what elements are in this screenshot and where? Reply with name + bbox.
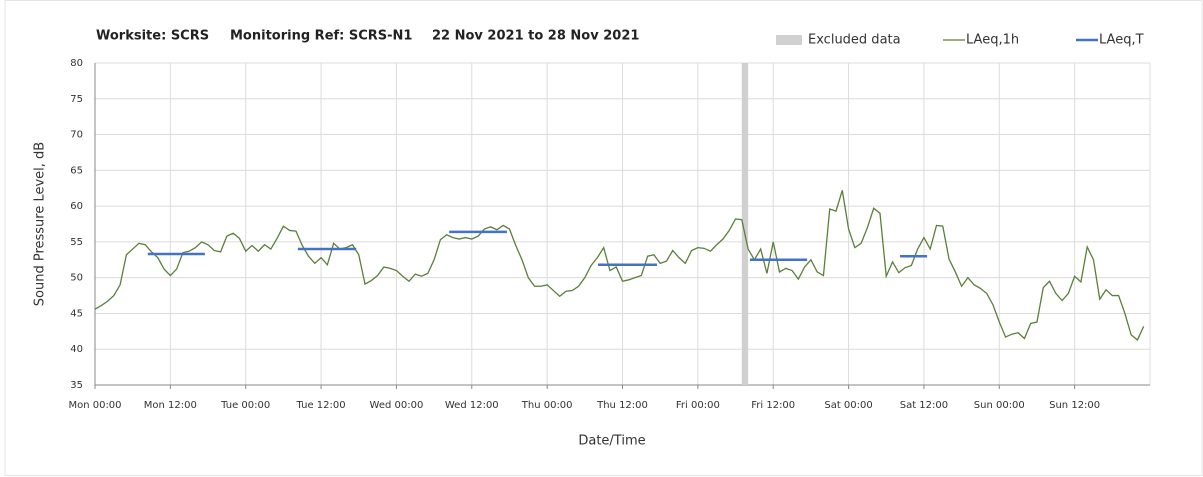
x-tick-label: Thu 00:00 [521, 400, 573, 411]
title-dates: 22 Nov 2021 to 28 Nov 2021 [432, 29, 639, 44]
x-tick-label: Thu 12:00 [596, 400, 648, 411]
x-tick-label: Fri 12:00 [751, 400, 795, 411]
legend-label: LAeq,T [1099, 33, 1144, 48]
y-tick-label: 45 [70, 308, 83, 319]
y-tick-label: 80 [70, 58, 83, 69]
x-tick-label: Tue 12:00 [296, 400, 346, 411]
y-tick-label: 40 [70, 344, 83, 355]
x-tick-label: Mon 00:00 [68, 400, 121, 411]
x-tick-label: Tue 00:00 [220, 400, 270, 411]
y-tick-label: 65 [70, 165, 83, 176]
x-tick-label: Wed 00:00 [370, 400, 424, 411]
x-tick-label: Mon 12:00 [144, 400, 197, 411]
x-tick-label: Sun 00:00 [974, 400, 1025, 411]
legend-swatch [776, 35, 802, 45]
title-worksite: Worksite: SCRS [96, 29, 209, 44]
legend-label: LAeq,1h [966, 33, 1019, 48]
y-tick-label: 60 [70, 201, 83, 212]
x-tick-label: Fri 00:00 [676, 400, 720, 411]
title-ref: Monitoring Ref: SCRS-N1 [230, 29, 412, 44]
y-tick-label: 75 [70, 94, 83, 105]
y-tick-label: 70 [70, 130, 83, 141]
frame [4, 0, 1203, 476]
x-tick-label: Sat 00:00 [824, 400, 872, 411]
y-tick-label: 35 [70, 380, 83, 391]
x-tick-label: Sat 12:00 [900, 400, 948, 411]
x-axis-label: Date/Time [578, 434, 645, 449]
x-tick-label: Sun 12:00 [1049, 400, 1100, 411]
y-tick-label: 50 [70, 273, 83, 284]
y-tick-label: 55 [70, 237, 83, 248]
series-line [94, 190, 1145, 341]
excluded-band [741, 63, 749, 385]
x-tick-label: Wed 12:00 [445, 400, 499, 411]
legend-label: Excluded data [808, 33, 901, 48]
y-axis-label: Sound Pressure Level, dB [33, 142, 48, 306]
